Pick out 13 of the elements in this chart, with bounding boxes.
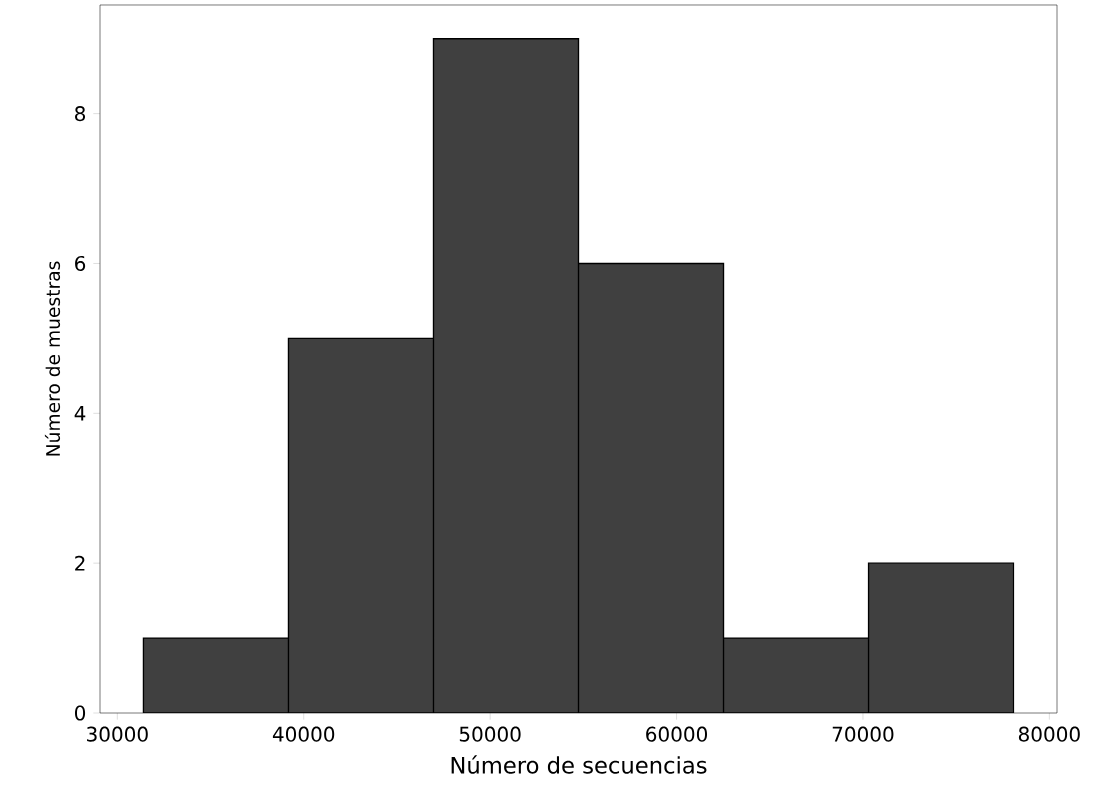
y-axis-title: Número de muestras	[44, 261, 61, 456]
y-tick-label: 6	[75, 255, 86, 272]
x-tick-label: 40000	[272, 726, 335, 742]
x-axis-title: Número de secuencias	[451, 755, 707, 774]
y-tick-label: 0	[74, 705, 86, 721]
y-tick-label: 2	[75, 555, 85, 571]
x-tick-label: 50000	[459, 726, 521, 742]
x-tick-label: 30000	[87, 726, 148, 742]
x-tick-label: 60000	[646, 726, 708, 742]
x-tick-label: 80000	[1018, 726, 1080, 742]
x-tick-label: 70000	[832, 726, 894, 742]
y-tick-label: 8	[75, 106, 86, 122]
y-tick-label: 4	[74, 406, 86, 421]
